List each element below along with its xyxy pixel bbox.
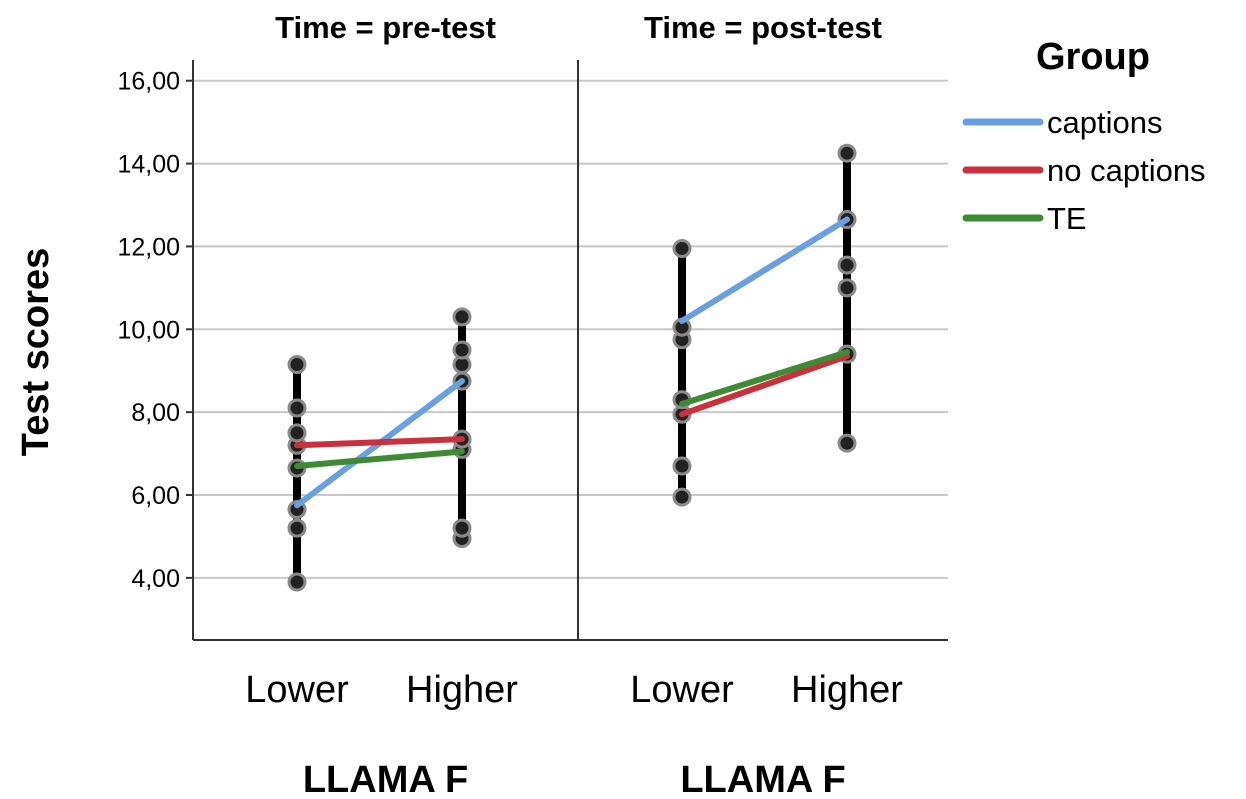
data-point-1-0-6 xyxy=(672,239,692,258)
y-tick-label-4: 12,00 xyxy=(117,233,180,261)
data-point-0-1-7 xyxy=(452,307,472,327)
y-tick-label-2: 8,00 xyxy=(131,399,180,427)
data-point-0-0-0 xyxy=(287,572,307,592)
data-point-1-0-0 xyxy=(672,487,692,507)
data-point-0-0-5 xyxy=(287,423,307,443)
y-tick-label-3: 10,00 xyxy=(117,316,180,344)
data-point-1-1-5 xyxy=(837,143,857,163)
legend-label-no-captions: no captions xyxy=(1047,153,1206,188)
y-axis-title: Test scores xyxy=(15,248,57,456)
data-point-1-0-1 xyxy=(672,456,692,476)
panel-title-1: Time = post-test xyxy=(644,10,882,45)
y-tick-label-6: 16,00 xyxy=(117,68,180,96)
legend-label-TE: TE xyxy=(1047,201,1087,236)
legend-label-captions: captions xyxy=(1047,105,1162,140)
panel-title-0: Time = pre-test xyxy=(275,10,496,45)
data-point-0-1-1 xyxy=(452,518,472,538)
data-point-1-1-3 xyxy=(837,255,857,275)
x-tick-label-0-0: Lower xyxy=(245,669,349,711)
series-line-no-captions-0 xyxy=(294,436,465,449)
x-tick-label-1-0: Lower xyxy=(630,669,734,711)
series-line-no-captions-1 xyxy=(679,353,850,418)
y-tick-label-0: 4,00 xyxy=(131,565,180,593)
x-tick-label-1-1: Higher xyxy=(791,669,903,711)
data-point-1-1-0 xyxy=(837,433,857,453)
data-point-0-1-6 xyxy=(452,340,472,360)
x-axis-title-1: LLAMA F xyxy=(680,759,845,799)
data-point-1-1-2 xyxy=(837,278,857,298)
data-point-0-0-7 xyxy=(287,355,307,374)
data-point-0-0-1 xyxy=(287,518,307,538)
legend-title: Group xyxy=(1036,36,1150,78)
x-tick-label-0-1: Higher xyxy=(406,669,518,711)
x-axis-title-0: LLAMA F xyxy=(303,759,468,799)
series-line-captions-1 xyxy=(679,216,850,324)
series-line-TE-1 xyxy=(679,349,850,407)
y-tick-label-5: 14,00 xyxy=(117,151,180,179)
y-tick-label-1: 6,00 xyxy=(131,482,180,510)
data-point-0-0-6 xyxy=(287,398,307,418)
series-line-TE-0 xyxy=(294,448,465,469)
